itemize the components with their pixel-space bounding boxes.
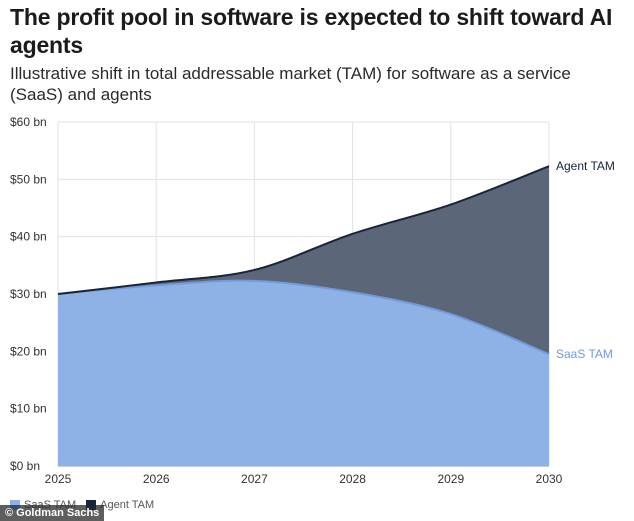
y-tick-label: $40 bn	[10, 230, 47, 244]
agent-tam-line	[57, 165, 550, 295]
x-tick-label: 2030	[536, 472, 563, 486]
chart-subtitle: Illustrative shift in total addressable …	[10, 64, 571, 104]
y-tick-label: $60 bn	[10, 115, 47, 129]
x-tick-label: 2028	[339, 472, 366, 486]
saas-tam-end-label: SaaS TAM	[556, 347, 613, 361]
x-tick-label: 2025	[45, 472, 72, 486]
y-tick-label: $50 bn	[10, 172, 47, 186]
x-tick-label: 2029	[437, 472, 464, 486]
saas-tam-line	[57, 279, 550, 356]
y-tick-label: $20 bn	[10, 344, 47, 358]
legend-label-agent: Agent TAM	[100, 499, 155, 511]
y-tick-label: $0 bn	[10, 459, 40, 473]
y-tick-label: $10 bn	[10, 402, 47, 416]
agent-tam-end-label: Agent TAM	[556, 159, 615, 173]
chart-title: The profit pool in software is expected …	[10, 4, 613, 58]
saas-tam-area	[58, 280, 549, 466]
y-tick-label: $30 bn	[10, 287, 47, 301]
source-credit: © Goldman Sachs	[0, 505, 105, 521]
x-tick-label: 2026	[143, 472, 170, 486]
x-tick-label: 2027	[241, 472, 268, 486]
